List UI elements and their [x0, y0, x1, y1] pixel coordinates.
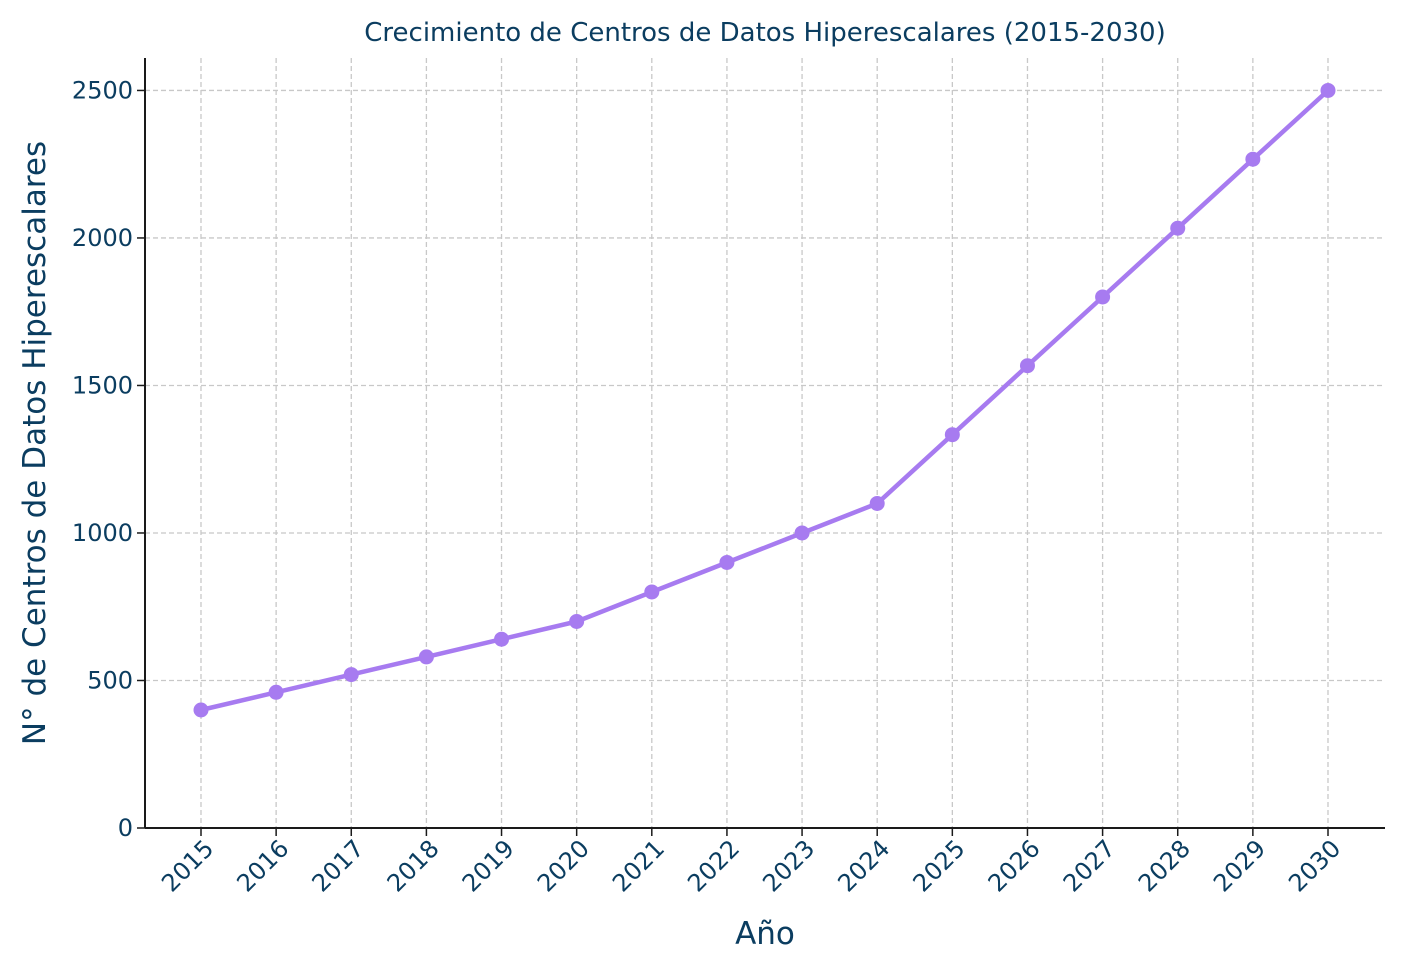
x-tick-label: 2019	[457, 834, 520, 897]
x-tick-label: 2022	[682, 834, 745, 897]
axes	[144, 58, 1385, 829]
x-tick-label: 2018	[382, 834, 445, 897]
data-point	[569, 613, 585, 629]
x-tick-label: 2030	[1283, 834, 1346, 897]
x-tick-label: 2016	[231, 834, 294, 897]
x-tick-label: 2017	[307, 834, 370, 897]
data-point	[1095, 289, 1111, 305]
data-point	[418, 649, 434, 665]
x-axis-label: Año	[735, 916, 795, 952]
chart-title: Crecimiento de Centros de Datos Hiperesc…	[364, 18, 1165, 48]
data-point	[944, 427, 960, 443]
x-axis-ticks: 2015 2016 2017 2018 2019 2020 2021 2022 2023 2024…	[156, 828, 1346, 897]
y-tick-label: 500	[87, 666, 133, 694]
x-tick-label: 2020	[532, 834, 595, 897]
data-point	[644, 584, 660, 600]
data-point	[1320, 82, 1336, 98]
y-tick-label: 2500	[72, 76, 133, 104]
data-point	[268, 684, 284, 700]
data-points	[193, 82, 1336, 718]
y-tick-label: 1500	[72, 371, 133, 399]
x-tick-label: 2027	[1058, 834, 1121, 897]
data-point	[719, 554, 735, 570]
x-tick-label: 2029	[1208, 834, 1271, 897]
x-tick-label: 2028	[1133, 834, 1196, 897]
y-tick-label: 1000	[72, 519, 133, 547]
data-point	[193, 702, 209, 718]
y-axis-ticks: 0 500 1000 1500 2000 2500	[72, 76, 145, 842]
x-tick-label: 2026	[983, 834, 1046, 897]
data-point	[343, 667, 359, 683]
y-tick-label: 0	[118, 814, 133, 842]
data-point	[494, 631, 510, 647]
x-tick-label: 2021	[607, 834, 670, 897]
x-tick-label: 2025	[908, 834, 971, 897]
data-point	[1245, 151, 1261, 167]
y-axis-label: N° de Centros de Datos Hiperescalares	[17, 141, 53, 745]
series-line	[200, 88, 1330, 713]
grid	[145, 58, 1385, 828]
x-tick-label: 2023	[757, 834, 820, 897]
x-tick-label: 2015	[156, 834, 219, 897]
x-tick-label: 2024	[832, 834, 895, 897]
data-point	[1170, 220, 1186, 236]
data-point	[1019, 358, 1035, 374]
data-point	[794, 525, 810, 541]
data-point	[869, 495, 885, 511]
y-tick-label: 2000	[72, 224, 133, 252]
